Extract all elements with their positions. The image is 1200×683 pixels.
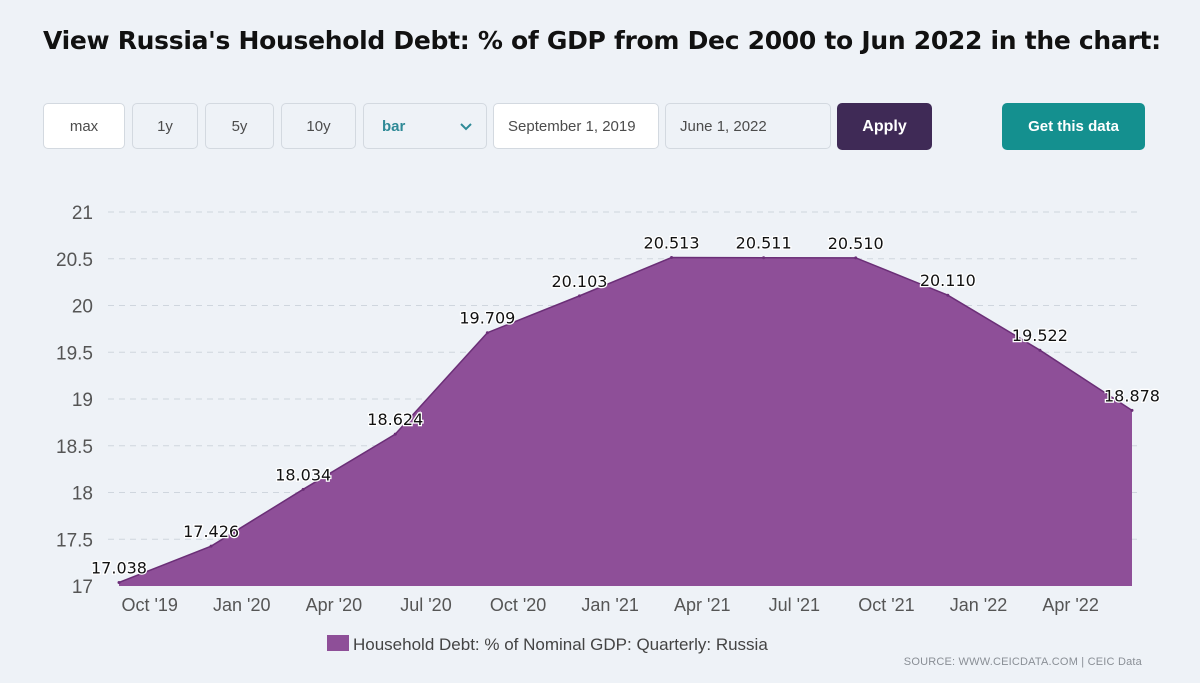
y-tick-label: 19.5 — [56, 343, 93, 364]
apply-button[interactable]: Apply — [837, 103, 932, 150]
x-tick-label: Apr '20 — [306, 595, 362, 615]
legend-swatch — [327, 635, 349, 651]
y-tick-label: 18.5 — [56, 437, 93, 458]
data-point — [762, 256, 766, 260]
end-date-input[interactable]: June 1, 2022 — [665, 103, 831, 149]
data-label: 20.510 — [828, 234, 884, 253]
source-credit: SOURCE: WWW.CEICDATA.COM | CEIC Data — [903, 656, 1142, 668]
data-point — [1038, 348, 1042, 352]
x-tick-label: Jan '20 — [213, 595, 270, 615]
data-point — [1130, 408, 1134, 412]
data-label: 20.513 — [644, 234, 700, 253]
range-5y-button[interactable]: 5y — [205, 103, 274, 149]
data-point — [209, 544, 213, 548]
x-tick-label: Jan '21 — [581, 595, 638, 615]
data-point — [946, 293, 950, 297]
chart-type-value: bar — [382, 117, 406, 135]
y-tick-label: 20.5 — [56, 250, 93, 271]
x-tick-label: Jan '22 — [950, 595, 1007, 615]
page-title: View Russia's Household Debt: % of GDP f… — [43, 26, 1161, 55]
area-fill — [119, 257, 1132, 586]
data-point — [854, 256, 858, 260]
x-tick-label: Jul '20 — [400, 595, 451, 615]
series-line — [118, 256, 1133, 584]
data-label: 17.426 — [183, 522, 239, 541]
data-point — [670, 256, 674, 260]
range-1y-button[interactable]: 1y — [132, 103, 198, 149]
data-label: 20.110 — [920, 271, 976, 290]
data-label: 19.522 — [1012, 326, 1068, 345]
y-tick-label: 20 — [72, 297, 93, 318]
x-tick-label: Jul '21 — [769, 595, 820, 615]
data-label: 20.103 — [551, 272, 607, 291]
data-label: 19.709 — [459, 309, 515, 328]
start-date-input[interactable]: September 1, 2019 — [493, 103, 659, 149]
range-max-button[interactable]: max — [43, 103, 125, 149]
data-label: 20.511 — [736, 234, 792, 253]
y-tick-label: 19 — [72, 390, 93, 411]
x-tick-label: Apr '21 — [674, 595, 730, 615]
y-tick-label: 17 — [72, 577, 93, 598]
x-tick-label: Apr '22 — [1042, 595, 1098, 615]
data-point — [117, 580, 121, 584]
y-tick-label: 21 — [72, 203, 93, 224]
data-point — [577, 294, 581, 298]
data-label: 18.624 — [367, 410, 423, 429]
x-tick-label: Oct '21 — [858, 595, 914, 615]
data-label: 17.038 — [91, 558, 147, 577]
data-label: 18.878 — [1104, 386, 1160, 405]
legend-label: Household Debt: % of Nominal GDP: Quarte… — [353, 635, 768, 654]
chart-type-select[interactable]: bar — [363, 103, 487, 149]
x-tick-label: Oct '20 — [490, 595, 546, 615]
range-10y-button[interactable]: 10y — [281, 103, 356, 149]
get-this-data-button[interactable]: Get this data — [1002, 103, 1145, 150]
data-point — [485, 331, 489, 335]
chevron-down-icon — [460, 118, 472, 135]
y-tick-label: 17.5 — [56, 530, 93, 551]
data-label: 18.034 — [275, 465, 331, 484]
y-tick-label: 18 — [72, 484, 93, 505]
data-point — [301, 487, 305, 491]
x-tick-label: Oct '19 — [121, 595, 177, 615]
data-point — [393, 432, 397, 436]
